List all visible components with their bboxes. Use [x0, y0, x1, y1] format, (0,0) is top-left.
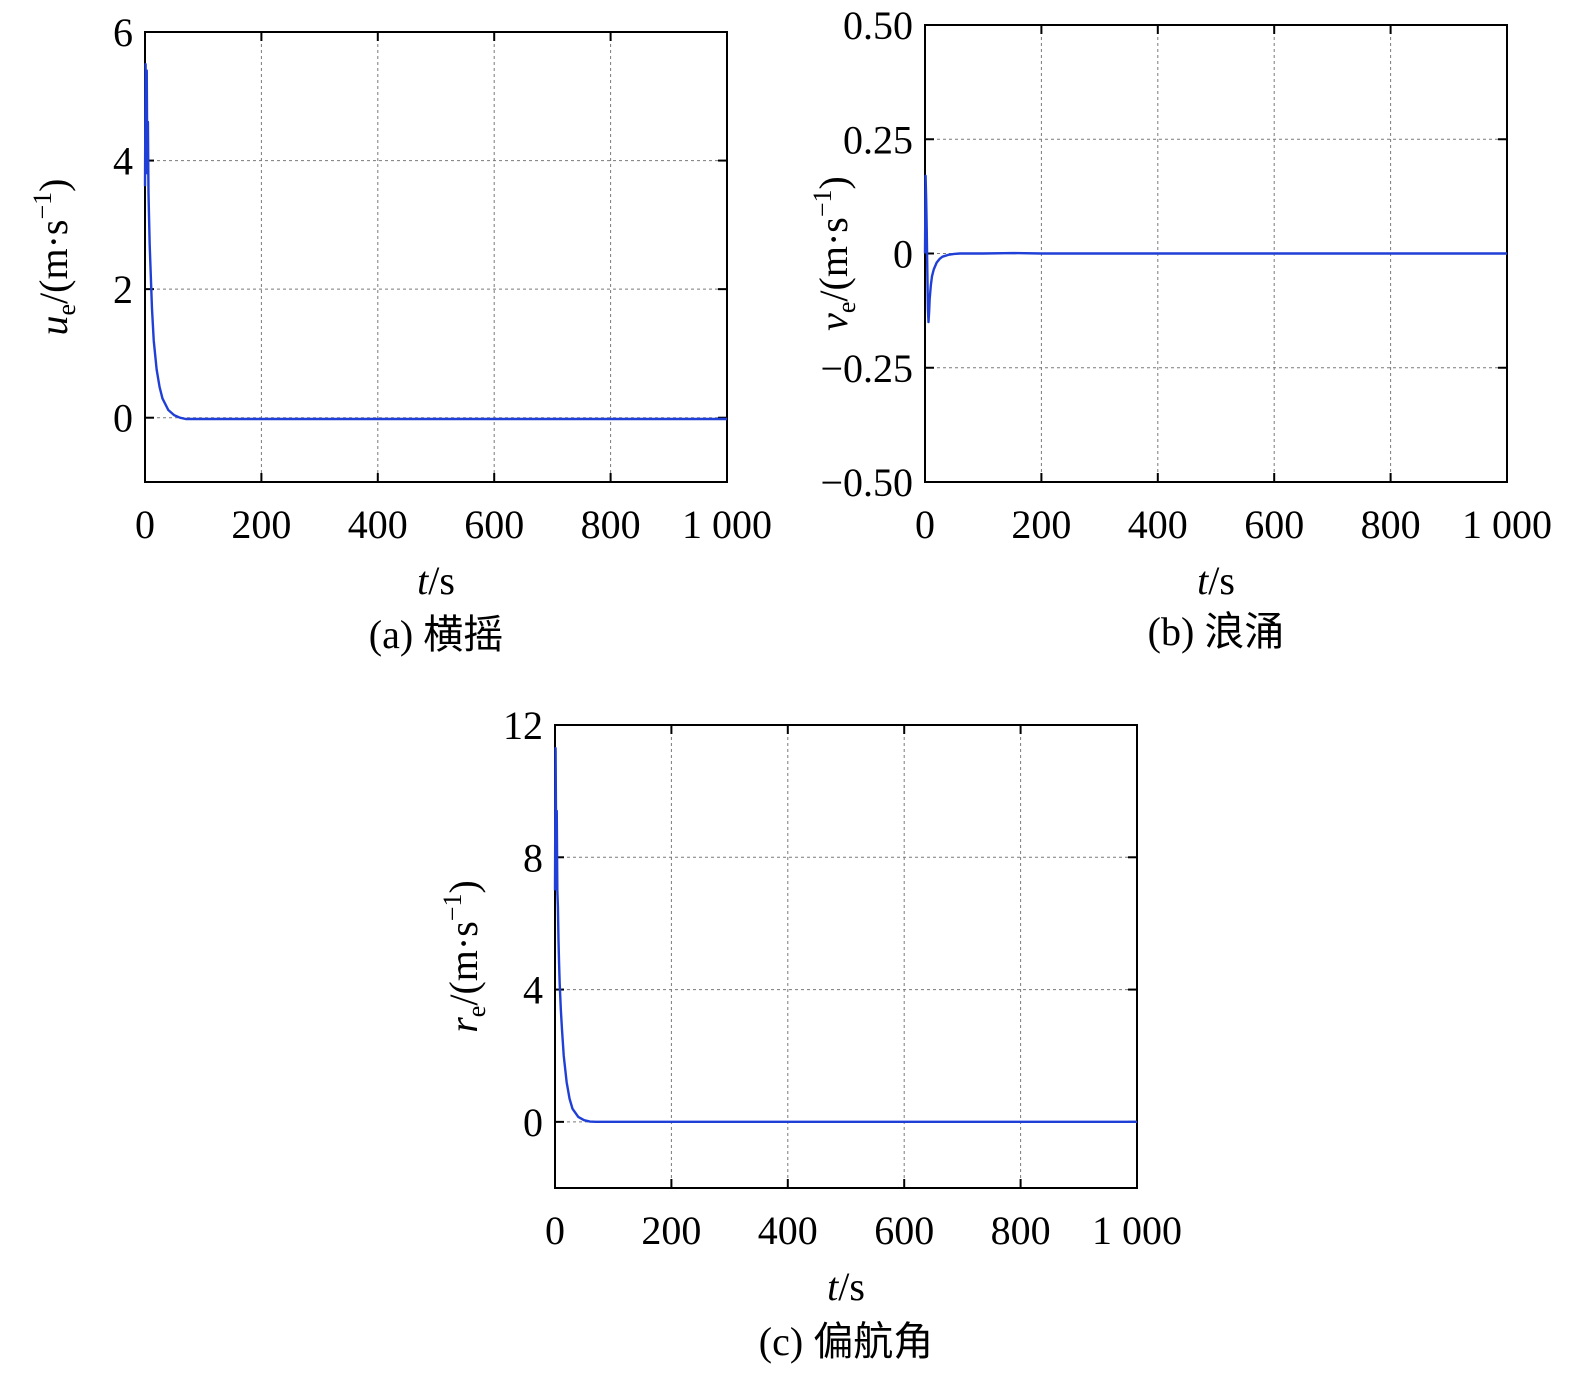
x-tick-label: 200	[641, 1208, 701, 1253]
series-line	[553, 746, 1137, 1124]
x-tick-label: 1 000	[1462, 502, 1552, 547]
x-tick-label: 200	[231, 502, 291, 547]
chart-1: 0 200 400 600 800 1 000 0 2 4 6 t/s ue/(m·s−1) (a) 横…	[28, 10, 772, 657]
x-tick-label: 600	[464, 502, 524, 547]
y-tick-label: 4	[113, 139, 133, 184]
y-tick-label: 2	[113, 267, 133, 312]
y-tick-label: 0	[893, 232, 913, 277]
x-tick-label: 400	[1128, 502, 1188, 547]
y-tick-label: −0.50	[820, 460, 913, 505]
y-axis-var: u	[31, 315, 76, 335]
series-line	[143, 62, 727, 421]
x-tick-label: 0	[915, 502, 935, 547]
chart-caption: (a) 横摇	[369, 612, 503, 657]
x-axis-var: t	[417, 558, 429, 603]
y-axis-var: v	[811, 313, 856, 331]
y-axis-close: )	[811, 176, 856, 189]
x-tick-label: 1 000	[1092, 1208, 1182, 1253]
x-axis-var: t	[1197, 558, 1209, 603]
x-tick-label: 400	[758, 1208, 818, 1253]
chart-2: 0 200 400 600 800 1 000 −0.50 −0.25 0 0.25 0.50 t/s…	[808, 3, 1552, 654]
y-tick-label: 8	[523, 835, 543, 880]
x-tick-label: 0	[135, 502, 155, 547]
y-axis-unit: /(m·s	[31, 220, 76, 304]
x-tick-label: 0	[545, 1208, 565, 1253]
x-tick-label: 800	[581, 502, 641, 547]
x-tick-label: 800	[1361, 502, 1421, 547]
y-tick-label: 12	[503, 703, 543, 748]
x-tick-label: 200	[1011, 502, 1071, 547]
series-line	[923, 174, 1507, 324]
y-axis-var: r	[441, 1017, 486, 1033]
y-axis-sup: −1	[808, 189, 837, 217]
chart-caption: (c) 偏航角	[759, 1319, 933, 1364]
x-tick-label: 600	[874, 1208, 934, 1253]
y-tick-label: 6	[113, 10, 133, 55]
chart-3: 0 200 400 600 800 1 000 0 4 8 12 t/s re/(m·s−1) (c) …	[438, 703, 1182, 1364]
chart-caption: (b) 浪涌	[1148, 609, 1285, 654]
y-tick-label: 0	[113, 396, 133, 441]
y-tick-label: 0	[523, 1100, 543, 1145]
y-axis-unit: /(m·s	[811, 217, 856, 301]
y-axis-sub: e	[832, 302, 861, 314]
y-axis-label: ve/(m·s−1)	[808, 176, 861, 331]
y-tick-label: 0.25	[843, 117, 913, 162]
x-axis-unit: /s	[1208, 558, 1235, 603]
x-axis-var: t	[827, 1264, 839, 1309]
y-tick-label: 4	[523, 968, 543, 1013]
y-axis-close: )	[31, 179, 76, 192]
y-axis-sub: e	[462, 1006, 491, 1018]
y-axis-unit: /(m·s	[441, 921, 486, 1005]
x-tick-label: 1 000	[682, 502, 772, 547]
y-tick-label: 0.50	[843, 3, 913, 48]
x-axis-label: t/s	[417, 558, 455, 603]
x-axis-unit: /s	[428, 558, 455, 603]
x-tick-label: 400	[348, 502, 408, 547]
y-axis-sup: −1	[28, 192, 57, 220]
y-axis-close: )	[441, 880, 486, 893]
plot-frame	[554, 724, 1138, 1189]
x-axis-unit: /s	[838, 1264, 865, 1309]
y-axis-sub: e	[52, 304, 81, 316]
y-tick-label: −0.25	[820, 346, 913, 391]
y-axis-sup: −1	[438, 894, 467, 922]
x-axis-label: t/s	[1197, 558, 1235, 603]
x-tick-label: 600	[1244, 502, 1304, 547]
y-axis-label: ue/(m·s−1)	[28, 179, 81, 336]
x-tick-label: 800	[991, 1208, 1051, 1253]
y-axis-label: re/(m·s−1)	[438, 880, 491, 1033]
plot-frame	[144, 31, 728, 483]
x-axis-label: t/s	[827, 1264, 865, 1309]
